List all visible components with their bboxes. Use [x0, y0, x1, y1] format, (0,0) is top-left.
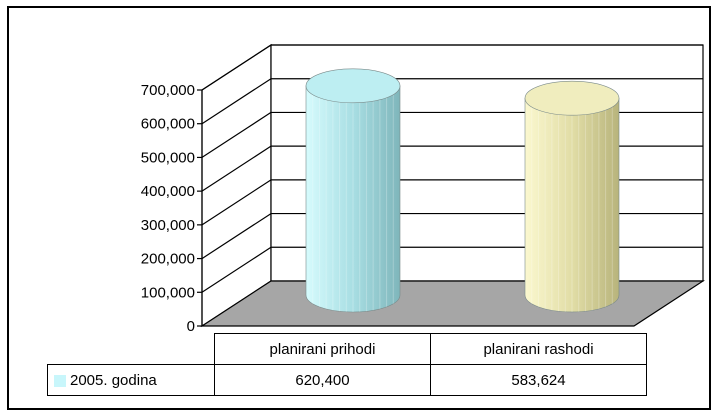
y-tick-label: 400,000 [141, 183, 195, 200]
legend-entry: 2005. godina [47, 364, 215, 396]
data-table-corner [48, 334, 215, 365]
bar-top [305, 68, 401, 104]
side-wall [201, 43, 272, 328]
bar-cylinder [524, 80, 620, 313]
y-tick-label: 700,000 [141, 82, 195, 99]
bar-top [524, 80, 620, 116]
gridline-side [201, 179, 272, 226]
y-tick-label: 0 [187, 318, 195, 335]
y-tick-label: 300,000 [141, 217, 195, 234]
gridline-side [201, 78, 272, 125]
legend-swatch [54, 374, 66, 387]
chart-floor [199, 280, 706, 327]
chart-plot: 0 100,000 200,000 300,000 400,000 500,000 600,… [141, 43, 706, 335]
gridline-side [201, 111, 272, 158]
data-value-cell: 620,400 [214, 364, 431, 396]
data-table-row: 2005. godina 620,400 583,624 [47, 364, 647, 396]
gridline-side [201, 44, 272, 91]
legend-label: 2005. godina [70, 371, 157, 389]
bar-body [524, 97, 620, 313]
data-table: planirani prihodi planirani rashodi 2005… [47, 333, 647, 396]
gridline-side [201, 213, 272, 260]
data-table-header-row: planirani prihodi planirani rashodi [48, 333, 647, 365]
data-value-cell: 583,624 [430, 364, 647, 396]
bar-cylinder [305, 68, 401, 313]
chart-area: 0 100,000 200,000 300,000 400,000 500,000 600,… [7, 6, 711, 410]
gridline-side [201, 246, 272, 293]
category-label: planirani rashodi [430, 333, 647, 365]
y-tick-label: 100,000 [141, 284, 195, 301]
gridline-side [201, 145, 272, 192]
y-tick-label: 500,000 [141, 149, 195, 166]
y-tick-label: 600,000 [141, 116, 195, 133]
y-tick-label: 200,000 [141, 251, 195, 268]
category-label: planirani prihodi [214, 333, 431, 365]
bar-body [305, 85, 401, 313]
